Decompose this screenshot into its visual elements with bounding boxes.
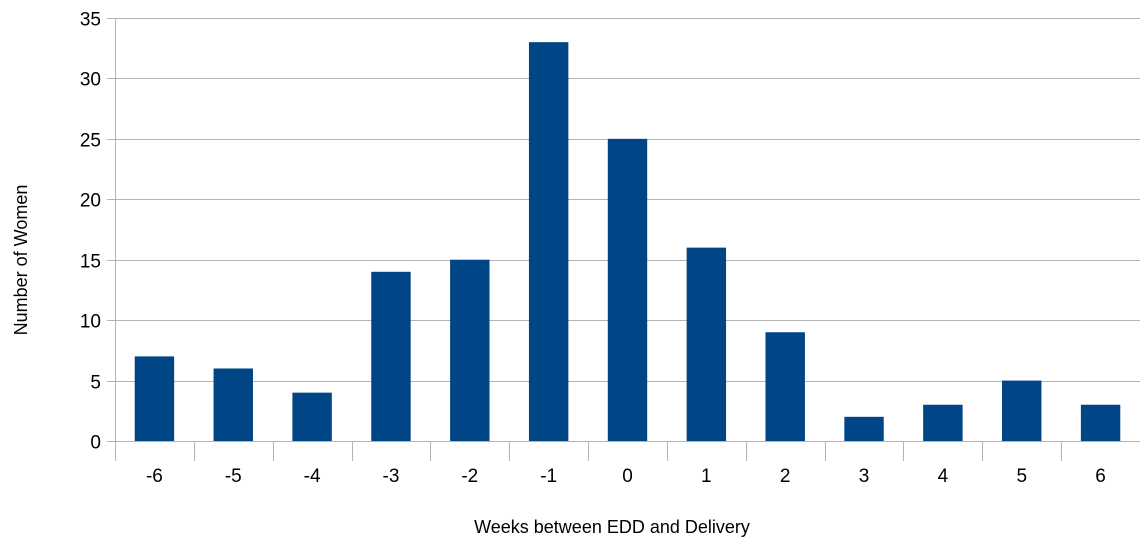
x-tick-label: -5 [225,466,242,487]
x-tick-label: 2 [780,466,791,487]
x-tick-label: -4 [304,466,321,487]
y-tick-label: 5 [90,373,101,394]
bar [134,356,175,441]
bar [528,42,569,442]
x-tick-label: -2 [461,466,478,487]
x-axis-title: Weeks between EDD and Delivery [474,517,750,537]
axes [115,18,1140,461]
y-tick-labels: 0 5 10 15 20 25 30 35 [80,10,101,454]
y-tick-label: 35 [80,10,101,31]
bar [686,247,727,441]
x-tick-label: 1 [701,466,712,487]
x-tick-label: -1 [540,466,557,487]
bar [371,271,411,441]
bar [607,138,648,441]
x-tick-label: -3 [383,466,400,487]
y-tick-label: 15 [80,252,101,273]
bar [765,332,805,441]
bar [923,404,963,441]
bar [844,416,884,441]
bar [450,259,490,441]
x-tick-label: -6 [146,466,163,487]
bars [134,42,1121,442]
x-tick-label: 5 [1016,466,1027,487]
x-tick-label: 6 [1095,466,1106,487]
bar [1002,380,1042,441]
bar [213,368,253,441]
y-tick-label: 25 [80,131,101,152]
x-tick-labels: -6 -5 -4 -3 -2 -1 0 1 2 3 4 5 6 [146,466,1106,487]
bar [292,392,332,441]
bar [1080,404,1121,441]
y-axis-title: Number of Women [11,185,31,336]
x-tick-label: 0 [622,466,633,487]
x-tick-label: 4 [938,466,949,487]
y-tick-label: 20 [80,191,101,212]
x-tick-label: 3 [859,466,870,487]
y-tick-label: 10 [80,312,101,333]
y-tick-label: 0 [90,433,101,454]
y-tick-label: 30 [80,70,101,91]
